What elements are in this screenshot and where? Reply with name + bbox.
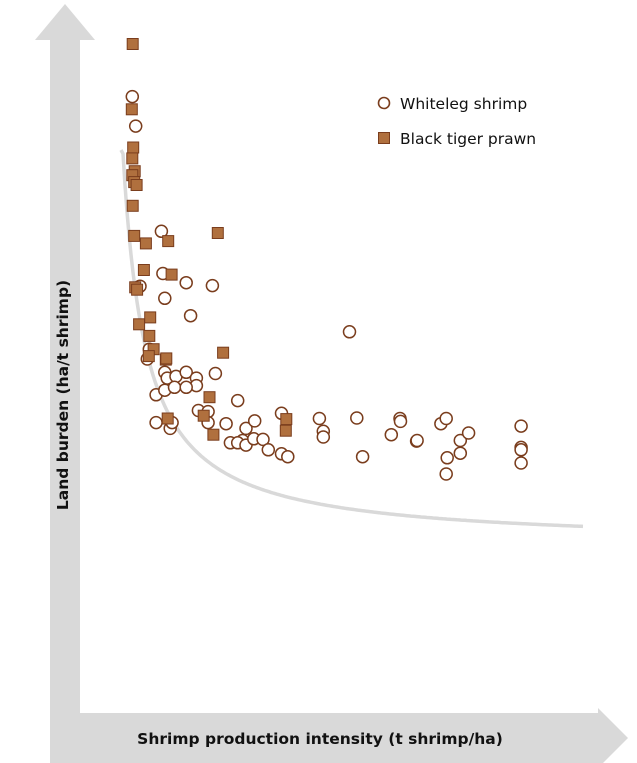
black-tiger-prawn-point [142, 350, 155, 363]
black-tiger-prawn-point [137, 264, 150, 276]
whiteleg-shrimp-point [410, 433, 424, 448]
black-tiger-prawn-point [160, 352, 173, 365]
legend-label-whiteleg-shrimp: Whiteleg shrimp [400, 95, 527, 113]
black-tiger-prawn-point [197, 409, 210, 422]
whiteleg-shrimp-point [439, 467, 453, 481]
whiteleg-shrimp-point [149, 415, 163, 430]
trend-line [119, 149, 584, 529]
black-tiger-prawn-point [207, 428, 220, 441]
legend-item-black-tiger-prawn: Black tiger prawn [378, 130, 536, 148]
whiteleg-shrimp-point [179, 380, 193, 395]
whiteleg-shrimp-point [205, 278, 220, 293]
legend: Whiteleg shrimp Black tiger prawn [377, 95, 536, 148]
whiteleg-shrimp-point [158, 291, 172, 306]
black-tiger-prawn-point [143, 329, 156, 342]
black-tiger-prawn-point [165, 268, 178, 281]
whiteleg-shrimp-point [167, 380, 182, 395]
black-tiger-prawn-point [131, 283, 144, 296]
whiteleg-shrimp-point [128, 119, 143, 133]
whiteleg-shrimp-points [125, 89, 528, 481]
whiteleg-shrimp-point [247, 414, 262, 428]
whiteleg-shrimp-point [239, 421, 253, 436]
y-axis-label: Land burden (ha/t shrimp) [54, 280, 72, 510]
black-tiger-prawn-point [279, 424, 292, 437]
black-tiger-prawn-point [126, 199, 139, 212]
whiteleg-shrimp-point [125, 89, 140, 104]
legend-item-whiteleg-shrimp: Whiteleg shrimp [377, 95, 527, 113]
black-tiger-prawn-point [280, 413, 293, 426]
whiteleg-shrimp-point [281, 449, 295, 464]
black-tiger-prawn-point [161, 412, 174, 425]
axes [35, 4, 628, 763]
black-tiger-prawn-point [127, 141, 140, 154]
whiteleg-shrimp-point [461, 426, 476, 440]
whiteleg-shrimp-point [384, 427, 399, 442]
whiteleg-shrimp-point [261, 443, 276, 457]
trend-line-group [119, 149, 584, 529]
black-tiger-prawn-points [125, 38, 293, 441]
black-tiger-prawn-point [128, 229, 141, 242]
whiteleg-shrimp-point [316, 430, 331, 444]
whiteleg-shrimp-point [514, 419, 528, 433]
y-axis-arrow [35, 4, 95, 733]
whiteleg-shrimp-point [440, 451, 454, 465]
x-axis-label: Shrimp production intensity (t shrimp/ha… [137, 730, 503, 748]
black-tiger-prawn-point [144, 311, 157, 324]
legend-marker-square [378, 132, 390, 144]
whiteleg-shrimp-point [350, 411, 364, 425]
black-tiger-prawn-point [217, 346, 230, 359]
whiteleg-shrimp-point [230, 393, 245, 408]
x-axis-arrow [50, 708, 628, 763]
black-tiger-prawn-point [139, 237, 152, 250]
whiteleg-shrimp-point [312, 411, 327, 426]
black-tiger-prawn-point [162, 235, 175, 248]
whiteleg-shrimp-point [154, 224, 169, 239]
black-tiger-prawn-point [130, 179, 143, 191]
whiteleg-shrimp-point [179, 365, 193, 380]
whiteleg-shrimp-point [453, 446, 468, 460]
whiteleg-shrimp-point [514, 456, 528, 470]
whiteleg-shrimp-point [342, 325, 357, 339]
black-tiger-prawn-point [133, 318, 146, 331]
black-tiger-prawn-point [126, 152, 139, 165]
whiteleg-shrimp-point [355, 449, 370, 464]
black-tiger-prawn-point [126, 38, 139, 50]
black-tiger-prawn-point [125, 103, 138, 116]
whiteleg-shrimp-point [208, 366, 223, 381]
whiteleg-shrimp-point [514, 443, 528, 457]
whiteleg-shrimp-point [439, 411, 453, 426]
whiteleg-shrimp-point [256, 432, 270, 447]
whiteleg-shrimp-point [219, 416, 233, 431]
legend-marker-circle [377, 96, 391, 110]
whiteleg-shrimp-point [179, 275, 193, 290]
whiteleg-shrimp-point [183, 308, 198, 323]
whiteleg-shrimp-point [393, 414, 408, 429]
black-tiger-prawn-point [211, 227, 224, 239]
legend-label-black-tiger-prawn: Black tiger prawn [400, 130, 536, 148]
black-tiger-prawn-point [203, 391, 216, 404]
